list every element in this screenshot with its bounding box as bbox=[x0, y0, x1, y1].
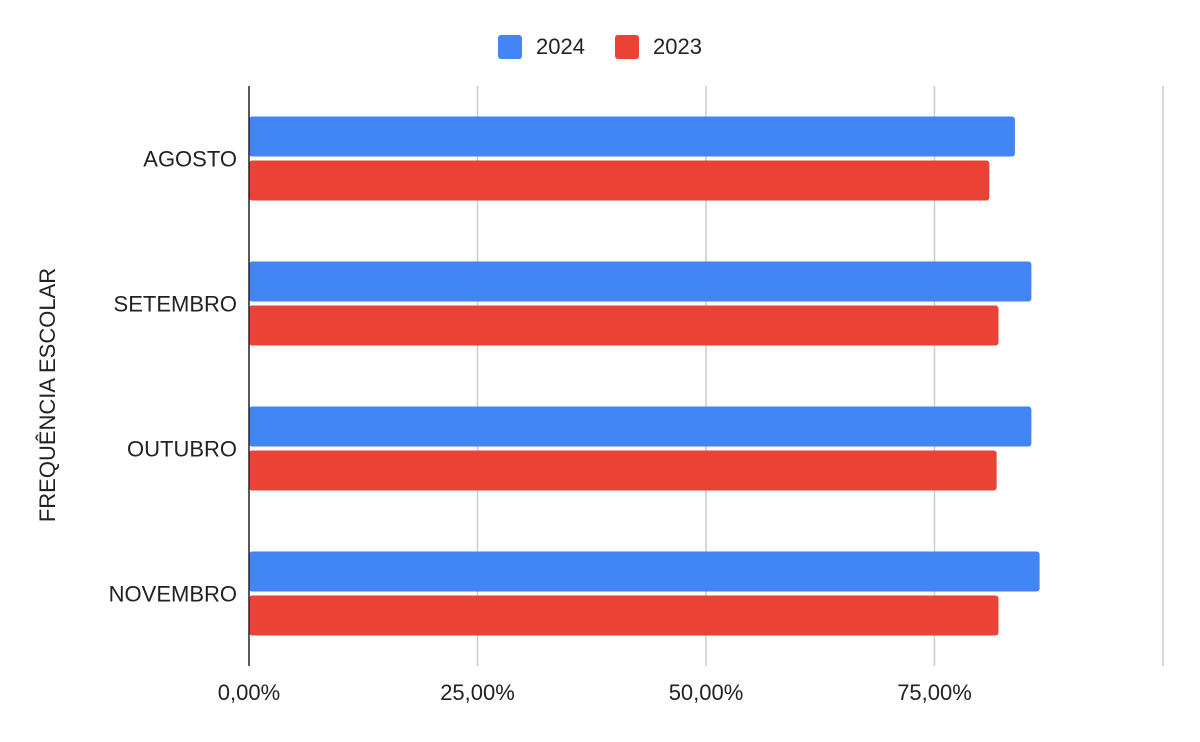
legend-label-2023: 2023 bbox=[653, 34, 702, 59]
legend: 2024 2023 bbox=[0, 34, 1200, 60]
legend-swatch-2023 bbox=[615, 35, 639, 59]
legend-item-2023[interactable]: 2023 bbox=[615, 34, 702, 60]
category-label-agosto: AGOSTO bbox=[143, 147, 237, 172]
bar-2024-setembro bbox=[249, 261, 1032, 302]
legend-swatch-2024 bbox=[498, 35, 523, 59]
category-label-novembro: NOVEMBRO bbox=[109, 582, 237, 607]
bar-2023-agosto bbox=[249, 160, 990, 201]
bar-2023-setembro bbox=[249, 305, 999, 346]
x-tick-label-0: 0,00% bbox=[218, 680, 280, 705]
category-label-setembro: SETEMBRO bbox=[114, 292, 237, 317]
legend-item-2024[interactable]: 2024 bbox=[498, 34, 585, 60]
category-label-outubro: OUTUBRO bbox=[127, 437, 237, 462]
bar-2024-novembro bbox=[249, 551, 1040, 592]
x-tick-label-1: 25,00% bbox=[440, 680, 515, 705]
x-tick-label-3: 75,00% bbox=[897, 680, 972, 705]
bar-2023-outubro bbox=[249, 450, 997, 491]
legend-label-2024: 2024 bbox=[536, 34, 585, 59]
bar-2024-agosto bbox=[249, 116, 1015, 157]
bar-2023-novembro bbox=[249, 595, 999, 636]
x-tick-label-2: 50,00% bbox=[669, 680, 744, 705]
bar-2024-outubro bbox=[249, 406, 1032, 447]
